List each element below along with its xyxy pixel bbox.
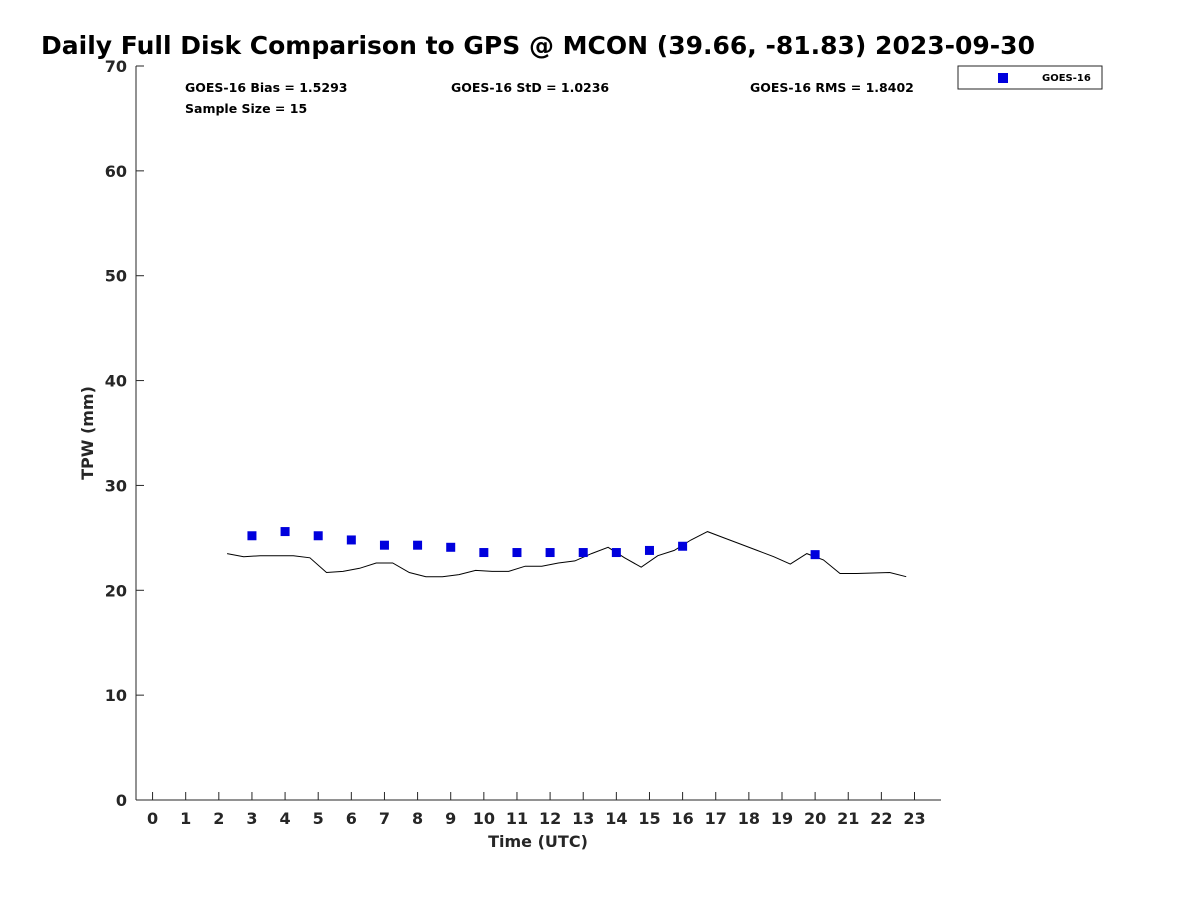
goes16-point: [346, 535, 356, 545]
bias-stat: GOES-16 Bias = 1.5293: [185, 80, 347, 95]
goes16-point: [446, 542, 456, 552]
goes16-point: [413, 540, 423, 550]
y-tick-label: 10: [105, 686, 127, 705]
x-tick-label: 2: [213, 809, 224, 828]
x-tick-label: 14: [605, 809, 627, 828]
x-tick-label: 11: [506, 809, 528, 828]
goes16-point: [810, 550, 820, 560]
y-tick-label: 50: [105, 267, 127, 286]
x-tick-label: 8: [412, 809, 423, 828]
goes16-point: [578, 548, 588, 558]
x-ticks: 0 1 2 3 4 5 6 7 8 9 10 11 12 13 14 15 16 17 18 19 20 21 22 23: [147, 792, 926, 828]
y-ticks: 0 10 20 30 40 50 60 70: [105, 57, 144, 810]
y-tick-label: 0: [116, 791, 127, 810]
legend: GOES-16: [957, 65, 1103, 90]
goes16-point: [512, 548, 522, 558]
x-tick-label: 0: [147, 809, 158, 828]
x-tick-label: 6: [346, 809, 357, 828]
y-tick-label: 60: [105, 162, 127, 181]
legend-box: [957, 65, 1103, 90]
chart-title: Daily Full Disk Comparison to GPS @ MCON…: [41, 31, 1035, 60]
x-tick-label: 22: [870, 809, 892, 828]
x-tick-label: 1: [180, 809, 191, 828]
x-axis-label: Time (UTC): [488, 832, 588, 851]
plot-area: [227, 527, 907, 578]
goes16-point: [545, 548, 555, 558]
x-tick-label: 4: [280, 809, 291, 828]
x-tick-label: 3: [246, 809, 257, 828]
goes16-point: [280, 527, 290, 537]
legend-marker-goes16: [998, 73, 1008, 83]
x-tick-label: 18: [738, 809, 760, 828]
x-tick-label: 21: [837, 809, 859, 828]
sample-size-stat: Sample Size = 15: [185, 101, 307, 116]
goes16-point: [678, 541, 688, 551]
legend-label-goes16: GOES-16: [1042, 73, 1091, 84]
x-tick-label: 5: [313, 809, 324, 828]
std-stat: GOES-16 StD = 1.0236: [451, 80, 609, 95]
x-tick-label: 13: [572, 809, 594, 828]
x-tick-label: 7: [379, 809, 390, 828]
y-tick-label: 40: [105, 372, 127, 391]
goes16-point: [611, 548, 621, 558]
goes16-point: [379, 540, 389, 550]
goes16-point: [313, 531, 323, 541]
goes16-point: [644, 545, 654, 555]
y-axis-label: TPW (mm): [78, 386, 97, 480]
y-tick-label: 30: [105, 476, 127, 495]
rms-stat: GOES-16 RMS = 1.8402: [750, 80, 914, 95]
x-tick-label: 12: [539, 809, 561, 828]
x-tick-label: 16: [671, 809, 693, 828]
goes16-point: [479, 548, 489, 558]
x-tick-label: 17: [705, 809, 727, 828]
x-tick-label: 9: [445, 809, 456, 828]
x-tick-label: 19: [771, 809, 793, 828]
goes16-point: [247, 531, 257, 541]
x-tick-label: 23: [903, 809, 925, 828]
gps-tpw-line: [227, 531, 907, 578]
x-tick-label: 15: [638, 809, 660, 828]
y-tick-label: 20: [105, 581, 127, 600]
x-tick-label: 10: [473, 809, 495, 828]
y-tick-label: 70: [105, 57, 127, 76]
x-tick-label: 20: [804, 809, 826, 828]
